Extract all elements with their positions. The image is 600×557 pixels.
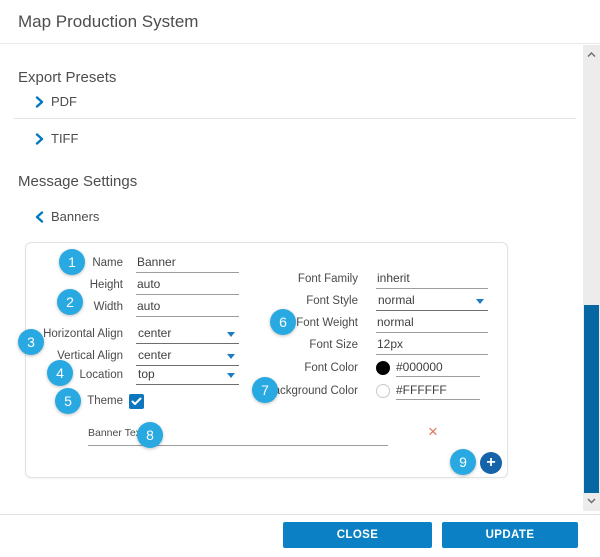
add-banner-button[interactable]: + [480,452,502,474]
font-weight-label: Font Weight [296,317,358,329]
caret-down-icon [227,332,235,337]
scrollbar-thumb[interactable] [584,305,599,493]
horizontal-align-select[interactable]: center [136,324,239,344]
font-style-select[interactable]: normal [376,291,488,311]
banner-settings-panel: Name Height Width Horizontal Align [25,242,508,478]
width-input[interactable] [136,297,239,317]
banners-back-link[interactable]: Banners [35,207,99,225]
font-family-label: Font Family [297,273,358,285]
scroll-down-icon[interactable] [583,493,600,509]
name-label: Name [92,257,123,269]
background-color-label: Background Color [265,385,358,397]
remove-banner-icon[interactable]: × [428,422,438,441]
annotation-badge-3: 3 [18,329,44,355]
font-weight-input[interactable] [376,313,488,333]
name-input-field[interactable] [136,253,239,271]
export-preset-tiff-label: TIFF [51,130,79,146]
dialog-header: Map Production System [0,0,600,44]
chevron-right-icon [35,132,44,145]
annotation-badge-4: 4 [47,360,73,386]
font-size-input-field[interactable] [376,335,488,353]
caret-down-icon [476,299,484,304]
font-weight-input-field[interactable] [376,313,488,331]
annotation-badge-5: 5 [55,388,81,414]
font-size-input[interactable] [376,335,488,355]
font-size-label: Font Size [309,339,358,351]
width-input-field[interactable] [136,297,239,315]
caret-down-icon [227,373,235,378]
font-style-value: normal [378,293,415,307]
height-label: Height [89,279,123,291]
vertical-align-select[interactable]: center [136,346,239,366]
horizontal-align-label: Horizontal Align [43,328,123,340]
background-color-swatch[interactable] [376,384,390,398]
vertical-align-label: Vertical Align [57,350,123,362]
annotation-badge-6: 6 [270,309,296,335]
banner-text-label: Banner Text [88,427,144,439]
location-select[interactable]: top [136,365,239,385]
font-color-field: #000000 [376,358,488,378]
update-button[interactable]: UPDATE [442,522,578,548]
font-color-swatch[interactable] [376,361,390,375]
annotation-badge-2: 2 [57,289,83,315]
banners-back-label: Banners [51,208,100,224]
vertical-align-value: center [138,348,172,362]
caret-down-icon [227,354,235,359]
theme-checkbox[interactable] [129,393,144,409]
font-family-input[interactable] [376,269,488,289]
close-button[interactable]: CLOSE [283,522,432,548]
location-label: Location [79,369,123,381]
export-preset-pdf[interactable]: PDF [35,92,77,110]
checkmark-icon [131,397,142,405]
message-settings-heading: Message Settings [18,173,138,190]
background-color-field: #FFFFFF [376,381,488,401]
name-input[interactable] [136,253,239,273]
font-color-value[interactable]: #000000 [396,359,480,377]
dialog-title: Map Production System [18,12,199,31]
height-input[interactable] [136,275,239,295]
location-value: top [138,367,155,381]
theme-label: Theme [87,395,123,407]
export-presets-heading: Export Presets [18,69,117,86]
chevron-left-icon [35,210,44,223]
height-input-field[interactable] [136,275,239,293]
font-family-input-field[interactable] [376,269,488,287]
scroll-up-icon[interactable] [583,47,600,63]
horizontal-align-value: center [138,326,172,340]
annotation-badge-7: 7 [252,377,278,403]
export-preset-tiff[interactable]: TIFF [35,129,78,147]
annotation-badge-9: 9 [450,449,476,475]
dialog-content: Export Presets PDF TIFF Message Settings… [0,45,583,513]
width-label: Width [93,301,123,313]
chevron-right-icon [35,95,44,108]
banner-text-input[interactable] [88,445,388,446]
export-preset-pdf-label: PDF [51,93,77,109]
divider [14,118,576,119]
dialog-footer: CLOSE UPDATE [0,514,600,557]
font-color-label: Font Color [304,362,358,374]
annotation-badge-8: 8 [137,422,163,448]
vertical-scrollbar[interactable] [583,45,600,511]
font-style-label: Font Style [306,295,358,307]
background-color-value[interactable]: #FFFFFF [396,382,480,400]
annotation-badge-1: 1 [59,249,85,275]
